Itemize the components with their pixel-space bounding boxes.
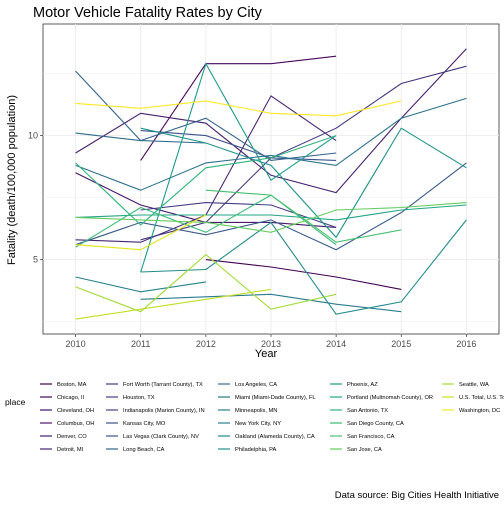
legend-label: Minneapolis, MN [235,408,277,414]
legend-label: San Francisco, CA [347,434,395,440]
legend-label: San Antonio, TX [347,408,388,414]
series-line [140,55,337,161]
legend-label: Boston, MA [57,382,87,388]
series-line [140,202,337,228]
legend-label: Chicago, Il [57,395,84,401]
x-tick-label: 2010 [66,339,86,349]
legend-label: Portland (Multnomah County), OR [347,395,433,401]
x-tick-label: 2013 [261,339,281,349]
legend-label: New York City, NY [235,421,281,427]
series-line [140,219,467,315]
series-line [140,62,337,273]
legend-label: Los Angeles, CA [235,382,277,388]
series-line [75,70,337,161]
legend-label: Long Beach, CA [123,447,165,453]
legend-label: Miami (Miami-Dade County), FL [235,395,316,401]
legend-label: San Diego County, CA [347,421,404,427]
series-lines [75,48,467,320]
series-line [75,194,337,248]
legend-label: Las Vegas (Clark County), NV [123,434,199,440]
chart-title: Motor Vehicle Fatality Rates by City [33,5,263,21]
legend-label: Washington, DC [459,408,500,414]
x-tick-label: 2014 [326,339,346,349]
legend-label: Kansas City, MO [123,421,166,427]
series-line [140,127,467,239]
y-tick-label: 5 [33,255,38,265]
series-line [75,162,467,251]
series-line [75,135,337,226]
legend-label: Seattle, WA [459,382,489,388]
x-tick-label: 2011 [131,339,150,349]
series-line [140,293,402,313]
series-line [75,214,207,251]
legend-label: Philadelphia, PA [235,447,277,453]
series-line [75,202,467,233]
series-line [205,259,402,290]
legend-label: Indianapolis (Marion County), IN [123,408,205,414]
series-line [75,276,206,293]
legend: Boston, MA Chicago, Il Cleveland, OH Columb… [40,382,504,453]
series-line [75,288,272,320]
legend-label: Oakland (Alameda County), CA [235,434,315,440]
legend-label: U.S. Total, U.S. Total [459,395,504,401]
chart-caption: Data source: Big Cities Health Initiativ… [335,490,499,501]
series-line [75,253,337,313]
y-axis-label: Fatality (death/100,000 population) [6,95,18,265]
legend-label: Fort Worth (Tarrant County), TX [123,382,203,388]
legend-label: Detroit, MI [57,447,84,453]
axes: 2010 2011 2012 2013 2014 2015 2016 5 10 [28,131,476,349]
grid-lines [43,24,499,334]
series-line [75,100,402,117]
series-line [75,132,206,144]
legend-label: Phoenix, AZ [347,382,378,388]
series-line [140,130,337,161]
legend-label: Houston, TX [123,395,155,401]
series-line [140,65,467,241]
series-line [205,189,402,243]
x-tick-label: 2016 [456,339,476,349]
series-line [75,204,467,221]
series-line [75,97,467,191]
x-tick-label: 2012 [196,339,216,349]
x-tick-label: 2015 [391,339,411,349]
legend-title: place [5,397,26,407]
legend-label: San Jose, CA [347,447,382,453]
legend-label: Cleveland, OH [57,408,94,414]
legend-label: Columbus, OH [57,421,94,427]
legend-label: Denver, CO [57,434,87,440]
x-axis-label: Year [255,348,278,360]
y-tick-label: 10 [28,131,38,141]
